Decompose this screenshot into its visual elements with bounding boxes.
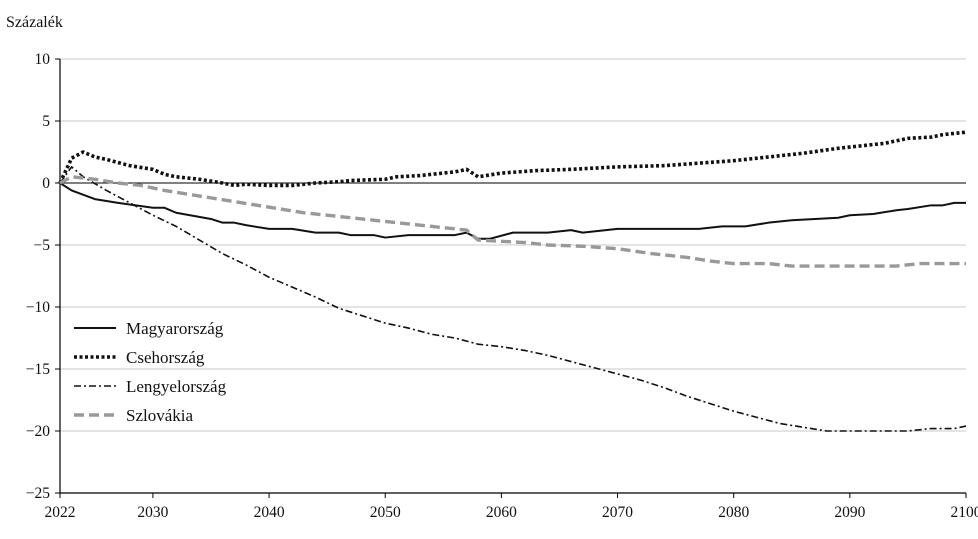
legend-label-szlovakia: Szlovákia <box>126 406 193 425</box>
series-line-csehorszag <box>60 132 966 185</box>
series-line-szlovakia <box>60 177 966 266</box>
x-tick-label: 2080 <box>718 504 749 521</box>
series-line-magyarorszag <box>60 183 966 239</box>
y-tick-label: 5 <box>42 113 50 130</box>
y-axis-label: Százalék <box>6 14 63 31</box>
x-tick-label: 2090 <box>834 504 865 521</box>
x-tick-label: 2022 <box>45 504 76 521</box>
y-tick-label: −5 <box>34 237 51 254</box>
y-tick-label: −20 <box>26 423 50 440</box>
y-tick-label: 10 <box>35 51 51 68</box>
y-tick-label: −15 <box>26 361 50 378</box>
x-tick-label: 2030 <box>137 504 168 521</box>
y-tick-label: −10 <box>26 299 50 316</box>
y-tick-label: 0 <box>42 175 50 192</box>
x-tick-label: 2070 <box>602 504 633 521</box>
x-tick-label: 2050 <box>370 504 401 521</box>
x-tick-label: 2040 <box>254 504 285 521</box>
y-tick-label: −25 <box>26 485 50 502</box>
legend-label-lengyelorszag: Lengyelország <box>126 377 227 396</box>
x-tick-label: 2060 <box>486 504 517 521</box>
x-tick-label: 2100 <box>951 504 978 521</box>
legend-label-magyarorszag: Magyarország <box>126 319 224 338</box>
legend-label-csehorszag: Csehország <box>126 348 205 367</box>
